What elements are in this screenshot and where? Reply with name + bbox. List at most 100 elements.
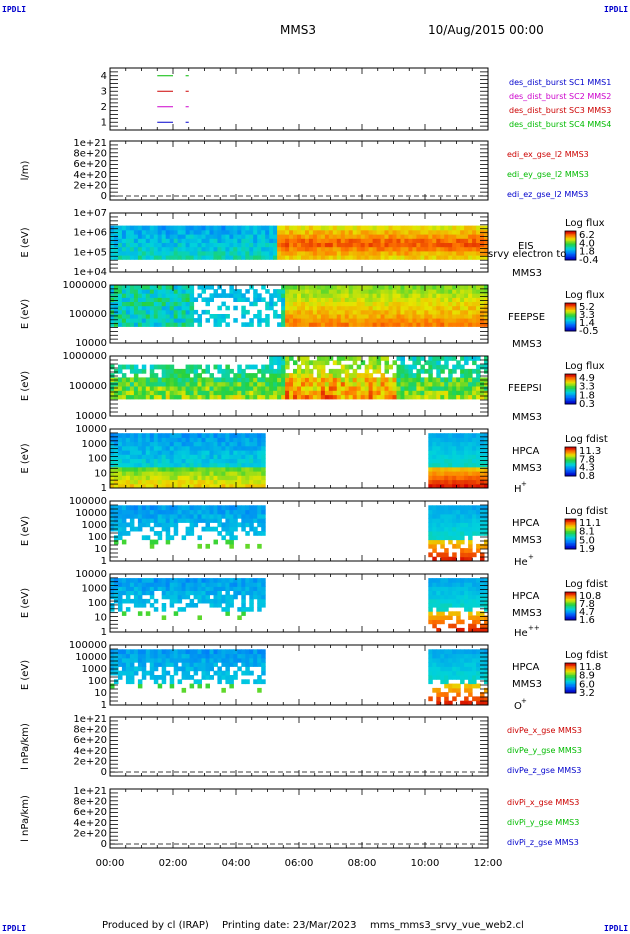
hpca_o-cell [189, 666, 195, 672]
hpca_o-cell [229, 649, 234, 655]
hpca_hepp-colorbar-step [565, 614, 576, 617]
hpca_h-cell [432, 450, 437, 455]
feepse-cell [384, 301, 389, 307]
feepse-cell [364, 285, 370, 290]
feepsi-cell [436, 364, 441, 370]
hpca_he-cell [436, 539, 441, 545]
hpca_he-cell [141, 522, 147, 528]
feepsi-cell [261, 368, 266, 374]
eis-cell [360, 238, 366, 243]
eis-cell [169, 229, 175, 235]
hpca_he-cell [448, 531, 453, 536]
hpca_hepp-cell [197, 615, 202, 620]
feepse-cell [464, 309, 469, 315]
hpca_h-cell [110, 441, 115, 447]
feepse-cell [293, 297, 298, 302]
hpca_he-cell [484, 513, 489, 519]
feepse-cell [197, 285, 202, 290]
feepse-cell [352, 322, 358, 327]
hpca_h-cell [436, 479, 441, 485]
feepsi-cell [408, 386, 413, 391]
hpca_he-cell [114, 518, 119, 523]
feepsi-cell [308, 377, 314, 383]
eis-cell [261, 229, 266, 235]
hpca_h-cell [249, 479, 254, 485]
hpca_o-cell [185, 662, 191, 667]
feepse-cell [460, 322, 465, 327]
hpca_h-cell [133, 479, 139, 485]
eis-cell [320, 229, 326, 235]
hpca_h-cell [221, 479, 226, 485]
feepsi-cell [153, 394, 159, 400]
feepsi-cell [412, 373, 417, 378]
eis-cell [305, 229, 310, 235]
eis-cell [416, 250, 421, 256]
hpca_he-cell [153, 505, 159, 511]
hpca_h-cell [229, 471, 234, 476]
eis-cell [305, 246, 310, 252]
hpca_o-cell [133, 666, 139, 672]
feepsi-cell [253, 381, 258, 387]
feepse-cell [277, 297, 282, 302]
hpca_h-cell [484, 445, 489, 451]
eis-cell [253, 250, 258, 256]
eis-cell [189, 229, 195, 235]
hpca_he-cell [476, 513, 481, 519]
eis-cell [332, 225, 338, 231]
eis-cell [448, 250, 453, 256]
hpca_h-cell [177, 466, 183, 472]
feepsi-colorbar-tick: 4.9 [579, 373, 595, 384]
eis-cell [233, 238, 238, 243]
hpca_he-cell [153, 531, 159, 536]
hpca_hepp-cell [428, 598, 433, 604]
feepsi-cell [324, 373, 330, 378]
hpca_he-cell [233, 522, 238, 528]
feepsi-cell [380, 390, 386, 396]
hpca_hepp-cell [452, 586, 457, 591]
feepse-cell [121, 293, 127, 298]
feepsi-cell [468, 390, 473, 396]
feepse-cell [273, 314, 278, 319]
feepsi-cell [241, 381, 246, 387]
feepse-cell [125, 285, 131, 290]
feepsi-cell [312, 386, 318, 391]
feepse-cell [312, 293, 318, 298]
feepsi-cell [364, 373, 370, 378]
hpca_he-cell [189, 509, 195, 515]
hpca_h-cell [209, 483, 214, 489]
feepsi-cell [484, 360, 489, 366]
feepse-cell [432, 314, 437, 319]
feepse-cell [281, 314, 286, 319]
feepsi-cell [153, 364, 159, 370]
hpca_he-cell [432, 556, 437, 562]
hpca_h-cell [233, 475, 238, 481]
feepsi-cell [404, 381, 409, 387]
feepsi-cell [392, 386, 397, 391]
hpca_hepp-cell [241, 578, 246, 583]
feepse-cell [328, 305, 334, 311]
eis-cell [380, 246, 386, 252]
hpca_h-cell [121, 450, 127, 455]
feepse-cell [328, 318, 334, 323]
hpca_hepp-cell [484, 586, 489, 591]
feepsi-cell [336, 377, 342, 383]
hpca_hepp-y-tick-label: 100 [88, 598, 107, 609]
feepsi-cell [161, 390, 167, 396]
eis-cell [249, 246, 254, 252]
hpca_o-cell [149, 670, 155, 676]
feepse-cell [448, 297, 453, 302]
hpca_hepp-cell [472, 578, 477, 583]
feepsi-cell [428, 373, 433, 378]
feepse-cell [137, 289, 143, 294]
hpca_h-colorbar-step [565, 455, 576, 458]
feepsi-cell [404, 390, 409, 396]
hpca_h-cell [436, 483, 441, 489]
hpca_o-cell [169, 675, 175, 680]
hpca_h-cell [237, 450, 242, 455]
feepsi-cell [460, 381, 465, 387]
feepse-cell [420, 318, 425, 323]
hpca_h-cell [201, 471, 206, 476]
feepsi-cell [316, 356, 322, 361]
feepse-cell [452, 322, 457, 327]
feepsi-cell [273, 373, 278, 378]
